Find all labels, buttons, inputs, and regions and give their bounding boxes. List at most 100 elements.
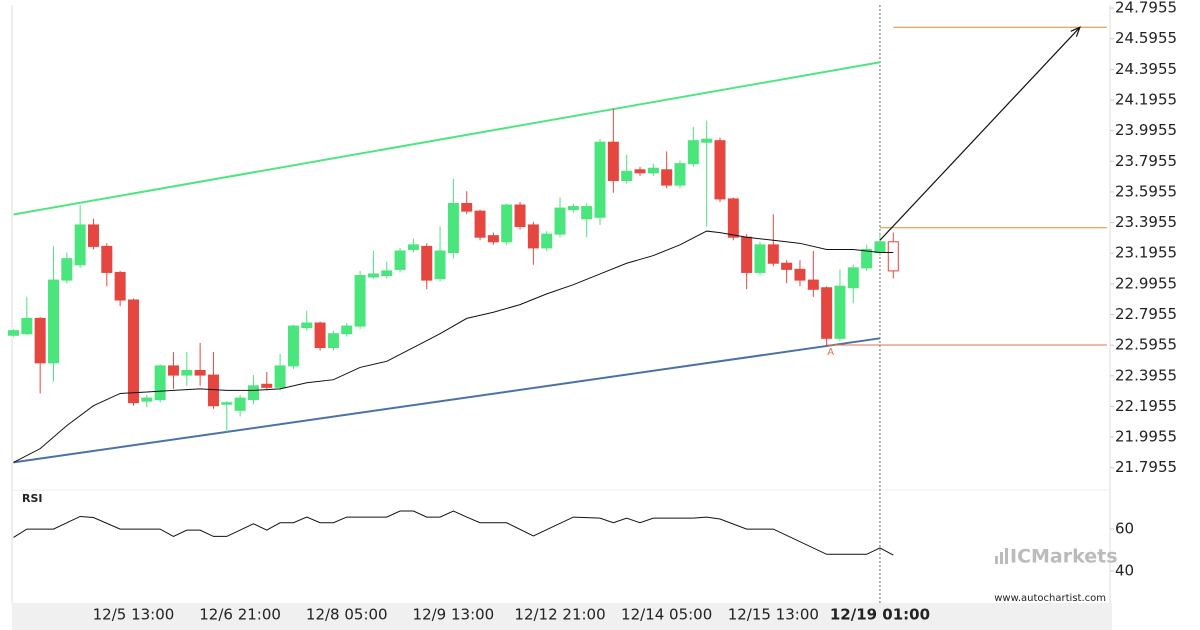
- candle-body: [621, 170, 633, 182]
- candle-body: [21, 317, 33, 335]
- logo-bar: [995, 556, 998, 564]
- y-tick-label: 24.5955: [1115, 29, 1177, 47]
- x-tick-label: 12/9 13:00: [413, 606, 495, 624]
- candle-body: [541, 233, 553, 249]
- source: www.autochartist.com: [994, 593, 1106, 604]
- y-tick-label: 21.9955: [1115, 428, 1177, 446]
- resistance-line: [13, 61, 881, 216]
- candle-body: [661, 169, 673, 186]
- watermark-logo: ICMarkets: [995, 546, 1118, 568]
- point-label: A: [827, 347, 834, 358]
- candle-body: [847, 267, 859, 289]
- y-tick-label: 21.7955: [1115, 458, 1177, 476]
- candle-body: [114, 271, 126, 301]
- candle-body: [8, 330, 19, 336]
- candle-body: [234, 397, 246, 411]
- candle-body: [887, 241, 899, 272]
- candle-body: [421, 245, 433, 281]
- candle-body: [607, 141, 619, 182]
- candle-body: [154, 365, 166, 401]
- candle-body: [194, 369, 206, 376]
- y-tick-label: 24.1955: [1115, 90, 1177, 108]
- y-tick-label: 22.5955: [1115, 336, 1177, 354]
- candle-body: [487, 235, 499, 243]
- candle-body: [221, 402, 233, 405]
- y-tick-label: 23.5955: [1115, 182, 1177, 200]
- candle-body: [394, 250, 406, 270]
- candle-body: [327, 333, 339, 349]
- rsi-line: [13, 510, 894, 556]
- candle-body: [447, 202, 459, 254]
- y-tick-label: 22.3955: [1115, 366, 1177, 384]
- candle-body: [794, 268, 806, 281]
- candle-body: [834, 285, 846, 339]
- candle-body: [741, 236, 753, 273]
- candle-body: [501, 204, 513, 243]
- rsi-tick-label: 60: [1115, 520, 1134, 538]
- rsi-tick-label: 40: [1115, 562, 1134, 580]
- candle-body: [527, 224, 539, 249]
- candle-body: [687, 140, 699, 165]
- candle-body: [701, 138, 713, 143]
- x-tick-label: 12/19 01:00: [830, 606, 930, 624]
- y-tick-label: 23.9955: [1115, 121, 1177, 139]
- candle-body: [181, 369, 193, 376]
- rsi-label: RSI: [22, 492, 43, 505]
- x-tick-label: 12/6 21:00: [199, 606, 281, 624]
- x-tick-label: 12/5 13:00: [93, 606, 175, 624]
- candle-body: [581, 206, 593, 220]
- candle-body: [781, 262, 793, 270]
- x-tick-label: 12/15 13:00: [728, 606, 819, 624]
- y-tick-label: 22.1955: [1115, 397, 1177, 415]
- candle-body: [207, 374, 219, 407]
- candle-body: [167, 365, 179, 376]
- candle-body: [367, 273, 379, 278]
- candle-body: [34, 317, 46, 364]
- y-tick-label: 23.1955: [1115, 244, 1177, 262]
- x-tick-label: 12/14 05:00: [621, 606, 712, 624]
- candle-body: [274, 365, 286, 388]
- candle-body: [727, 198, 739, 238]
- y-tick-label: 23.7955: [1115, 152, 1177, 170]
- candle-body: [461, 202, 473, 212]
- logo-bar: [1000, 552, 1003, 564]
- moving-average: [13, 230, 894, 463]
- candle-body: [287, 325, 299, 367]
- watermark: ICMarkets: [1010, 546, 1118, 568]
- candle-body: [634, 169, 646, 174]
- candle-body: [261, 383, 273, 388]
- y-tick-label: 22.9955: [1115, 274, 1177, 292]
- candle-body: [301, 322, 313, 329]
- candle-body: [807, 279, 819, 290]
- forecast-arrow: [879, 26, 1081, 241]
- candle-body: [647, 167, 659, 174]
- arrow-head: [1070, 26, 1081, 37]
- candle-body: [767, 244, 779, 264]
- candle-body: [74, 224, 86, 266]
- candle-body: [674, 163, 686, 186]
- candle-body: [61, 258, 73, 281]
- logo-bar: [1005, 548, 1008, 564]
- candle-body: [407, 244, 419, 250]
- candle-body: [567, 206, 579, 211]
- candle-body: [714, 140, 726, 200]
- candle-body: [47, 279, 59, 364]
- candle-body: [594, 141, 606, 218]
- y-tick-label: 23.3955: [1115, 213, 1177, 231]
- candle-body: [141, 397, 153, 402]
- candle-body: [354, 274, 366, 327]
- candle-body: [474, 210, 486, 238]
- candle-body: [341, 325, 353, 335]
- candle-body: [127, 299, 139, 404]
- candle-body: [247, 385, 259, 401]
- candle-body: [874, 241, 886, 254]
- candle-body: [514, 204, 526, 227]
- candle-body: [434, 250, 446, 280]
- candle-body: [554, 207, 566, 235]
- y-tick-label: 24.7955: [1115, 0, 1177, 17]
- candle-body: [754, 244, 766, 273]
- y-tick-label: 24.3955: [1115, 60, 1177, 78]
- support-line: [13, 337, 881, 464]
- candle-body: [821, 287, 833, 339]
